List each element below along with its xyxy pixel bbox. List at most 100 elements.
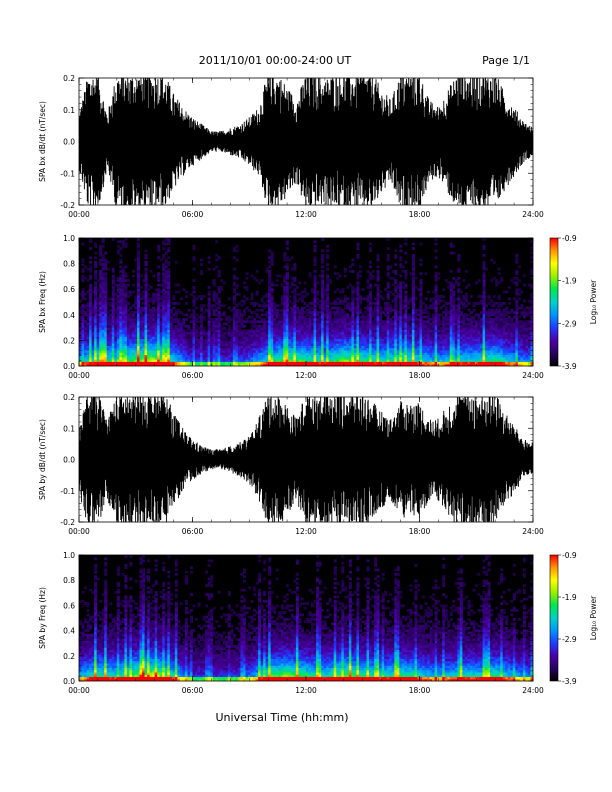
spectrogram-cell bbox=[364, 322, 368, 326]
spectrogram-cell bbox=[174, 302, 178, 305]
spectrogram-cell bbox=[328, 279, 332, 282]
spectrogram-cell bbox=[346, 315, 350, 319]
spectrogram-cell bbox=[457, 281, 461, 285]
spectrogram-cell bbox=[351, 306, 355, 310]
spectrogram-cell bbox=[200, 313, 204, 317]
spectrogram-cell bbox=[195, 345, 199, 349]
spectrogram-cell bbox=[394, 313, 398, 317]
spectrogram-cell bbox=[386, 361, 390, 365]
spectrogram-cell bbox=[394, 279, 398, 282]
spectrogram-cell bbox=[220, 345, 224, 349]
spectrogram-cell bbox=[298, 361, 302, 365]
spectrogram-cell bbox=[328, 352, 332, 356]
spectrogram-cell bbox=[356, 350, 360, 353]
spectrogram-cell bbox=[210, 363, 214, 366]
spectrogram-cell bbox=[384, 340, 388, 344]
spectrogram-cell bbox=[116, 286, 120, 289]
spectrogram-cell bbox=[323, 308, 327, 312]
spectrogram-cell bbox=[179, 347, 183, 351]
spectrogram-cell bbox=[232, 288, 236, 292]
spectrogram-cell bbox=[379, 336, 383, 340]
spectrogram-cell bbox=[263, 361, 267, 365]
spectrogram-cell bbox=[366, 345, 370, 349]
spectrogram-cell bbox=[159, 334, 163, 337]
spectrogram-cell bbox=[162, 327, 166, 330]
spectrogram-cell bbox=[399, 258, 403, 262]
spectrogram-cell bbox=[300, 354, 304, 358]
spectrogram-cell bbox=[336, 340, 340, 344]
spectrogram-cell bbox=[192, 304, 196, 308]
spectrogram-cell bbox=[361, 329, 365, 333]
spectrogram-cell bbox=[220, 343, 224, 346]
spectrogram-cell bbox=[419, 354, 423, 358]
spectrogram-cell bbox=[144, 290, 148, 294]
spectrogram-cell bbox=[139, 336, 143, 340]
spectrogram-cell bbox=[280, 320, 284, 324]
spectrogram-cell bbox=[295, 350, 299, 353]
spectrogram-cell bbox=[134, 338, 138, 342]
spectrogram-cell bbox=[268, 306, 272, 310]
spectrogram-cell bbox=[386, 322, 390, 326]
spectrogram-cell bbox=[427, 363, 431, 366]
spectrogram-cell bbox=[111, 295, 115, 298]
spectrogram-cell bbox=[379, 331, 383, 335]
spectrogram-cell bbox=[419, 304, 423, 308]
spectrogram-cell bbox=[419, 363, 423, 366]
spectrogram-cell bbox=[346, 304, 350, 308]
spectrogram-cell bbox=[419, 331, 423, 335]
spectrogram-cell bbox=[268, 338, 272, 342]
spectrogram-cell bbox=[114, 336, 118, 340]
spectrogram-cell bbox=[411, 327, 415, 330]
spectrogram-cell bbox=[316, 313, 320, 317]
spectrogram-cell bbox=[356, 322, 360, 326]
spectrogram-cell bbox=[154, 313, 158, 317]
spectrogram-cell bbox=[358, 350, 362, 353]
spectrogram-cell bbox=[376, 354, 380, 358]
spectrogram-cell bbox=[379, 354, 383, 358]
spectrogram-cell bbox=[343, 297, 347, 301]
spectrogram-cell bbox=[215, 320, 219, 324]
spectrogram-cell bbox=[442, 311, 446, 314]
spectrogram-cell bbox=[152, 274, 156, 278]
spectrogram-cell bbox=[404, 363, 408, 366]
spectrogram-cell bbox=[152, 297, 156, 301]
spectrogram-cell bbox=[452, 308, 456, 312]
spectrogram-cell bbox=[457, 327, 461, 330]
spectrogram-cell bbox=[316, 363, 320, 366]
spectrogram-cell bbox=[406, 299, 410, 303]
spectrogram-cell bbox=[79, 318, 83, 321]
spectrogram-cell bbox=[157, 359, 161, 362]
spectrogram-cell bbox=[295, 361, 299, 365]
spectrogram-cell bbox=[381, 340, 385, 344]
spectrogram-cell bbox=[411, 350, 415, 353]
spectrogram-cell bbox=[321, 331, 325, 335]
spectrogram-cell bbox=[366, 320, 370, 324]
spectrogram-cell bbox=[273, 361, 277, 365]
spectrogram-cell bbox=[263, 331, 267, 335]
spectrogram-cell bbox=[338, 302, 342, 305]
spectrogram-cell bbox=[401, 356, 405, 360]
spectrogram-cell bbox=[134, 343, 138, 346]
spectrogram-cell bbox=[162, 281, 166, 285]
spectrogram-cell bbox=[447, 311, 451, 314]
spectrogram-cell bbox=[167, 290, 171, 294]
spectrogram-cell bbox=[358, 359, 362, 362]
spectrogram-cell bbox=[313, 324, 317, 328]
spectrogram-cell bbox=[379, 361, 383, 365]
spectrogram-cell bbox=[121, 308, 125, 312]
spectrogram-cell bbox=[351, 311, 355, 314]
spectrogram-cell bbox=[452, 334, 456, 337]
spectrogram-cell bbox=[179, 338, 183, 342]
spectrogram-cell bbox=[394, 334, 398, 337]
spectrogram-cell bbox=[119, 274, 123, 278]
spectrogram-cell bbox=[331, 359, 335, 362]
spectrogram-cell bbox=[280, 295, 284, 298]
spectrogram-cell bbox=[404, 318, 408, 321]
spectrogram-cell bbox=[172, 297, 176, 301]
spectrogram-cell bbox=[424, 356, 428, 360]
spectrogram-cell bbox=[202, 354, 206, 358]
spectrogram-cell bbox=[343, 320, 347, 324]
spectrogram-cell bbox=[99, 260, 103, 264]
spectrogram-cell bbox=[311, 320, 315, 324]
spectrogram-cell bbox=[389, 276, 393, 280]
